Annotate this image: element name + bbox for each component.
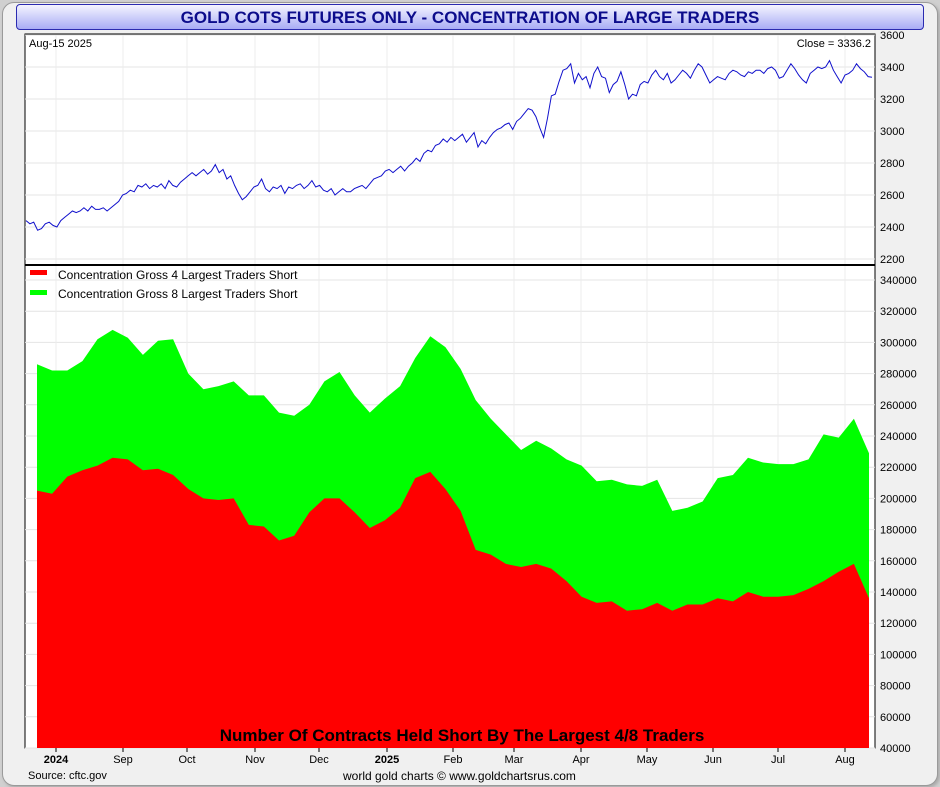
x-tick-label: Oct bbox=[178, 754, 195, 766]
concentration-y-tick: 240000 bbox=[880, 431, 917, 443]
x-tick-label: Jun bbox=[704, 754, 722, 766]
legend: Concentration Gross 4 Largest Traders Sh… bbox=[30, 268, 298, 301]
price-y-tick: 2800 bbox=[880, 158, 904, 170]
concentration-y-tick: 120000 bbox=[880, 618, 917, 630]
concentration-y-tick: 80000 bbox=[880, 681, 911, 693]
area-4-largest-short bbox=[37, 457, 869, 748]
concentration-y-tick: 140000 bbox=[880, 587, 917, 599]
concentration-y-tick: 340000 bbox=[880, 275, 917, 287]
price-y-tick: 2400 bbox=[880, 222, 904, 234]
price-y-tick: 3600 bbox=[880, 30, 904, 42]
x-tick-label: Nov bbox=[245, 754, 265, 766]
concentration-y-tick: 260000 bbox=[880, 400, 917, 412]
x-tick-label: Mar bbox=[505, 754, 524, 766]
x-tick-label: Apr bbox=[572, 754, 589, 766]
close-label: Close = 3336.2 bbox=[797, 38, 871, 50]
title-bar: GOLD COTS FUTURES ONLY - CONCENTRATION O… bbox=[16, 4, 924, 30]
concentration-y-tick: 60000 bbox=[880, 712, 911, 724]
gold-price-line bbox=[25, 59, 873, 231]
concentration-panel: 340000 320000 300000 280000 260000 240000 2200… bbox=[24, 264, 917, 766]
concentration-y-tick: 160000 bbox=[880, 556, 917, 568]
x-tick-label: May bbox=[637, 754, 658, 766]
x-tick-label: Aug bbox=[835, 754, 855, 766]
x-axis-caption: Number Of Contracts Held Short By The La… bbox=[220, 726, 705, 745]
concentration-y-tick: 300000 bbox=[880, 337, 917, 349]
concentration-y-tick: 320000 bbox=[880, 306, 917, 318]
price-y-tick: 2200 bbox=[880, 254, 904, 266]
concentration-y-tick: 220000 bbox=[880, 462, 917, 474]
date-label: Aug-15 2025 bbox=[29, 38, 92, 50]
x-tick-label: 2024 bbox=[44, 754, 69, 766]
x-tick-label: Sep bbox=[113, 754, 133, 766]
legend-swatch-4 bbox=[30, 270, 47, 275]
concentration-y-tick: 280000 bbox=[880, 369, 917, 381]
price-y-tick: 2600 bbox=[880, 190, 904, 202]
credit-label: world gold charts © www.goldchartsrus.co… bbox=[343, 769, 576, 783]
legend-swatch-8 bbox=[30, 290, 47, 295]
price-y-tick: 3000 bbox=[880, 126, 904, 138]
legend-label-8: Concentration Gross 8 Largest Traders Sh… bbox=[58, 287, 298, 301]
price-y-tick: 3400 bbox=[880, 62, 904, 74]
price-panel-background bbox=[24, 33, 876, 266]
concentration-y-tick: 100000 bbox=[880, 649, 917, 661]
x-tick-label: Jul bbox=[771, 754, 785, 766]
source-label: Source: cftc.gov bbox=[28, 770, 107, 782]
price-panel: Aug-15 2025 Close = 3336.2 3600 3400 3200 3… bbox=[24, 30, 904, 266]
x-tick-label: Dec bbox=[309, 754, 329, 766]
concentration-y-tick: 200000 bbox=[880, 493, 917, 505]
chart-title: GOLD COTS FUTURES ONLY - CONCENTRATION O… bbox=[180, 8, 760, 27]
x-tick-label: 2025 bbox=[375, 754, 399, 766]
concentration-y-tick: 40000 bbox=[880, 743, 911, 755]
concentration-y-tick: 180000 bbox=[880, 525, 917, 537]
price-y-tick: 3200 bbox=[880, 94, 904, 106]
x-tick-label: Feb bbox=[444, 754, 463, 766]
legend-label-4: Concentration Gross 4 Largest Traders Sh… bbox=[58, 268, 298, 282]
